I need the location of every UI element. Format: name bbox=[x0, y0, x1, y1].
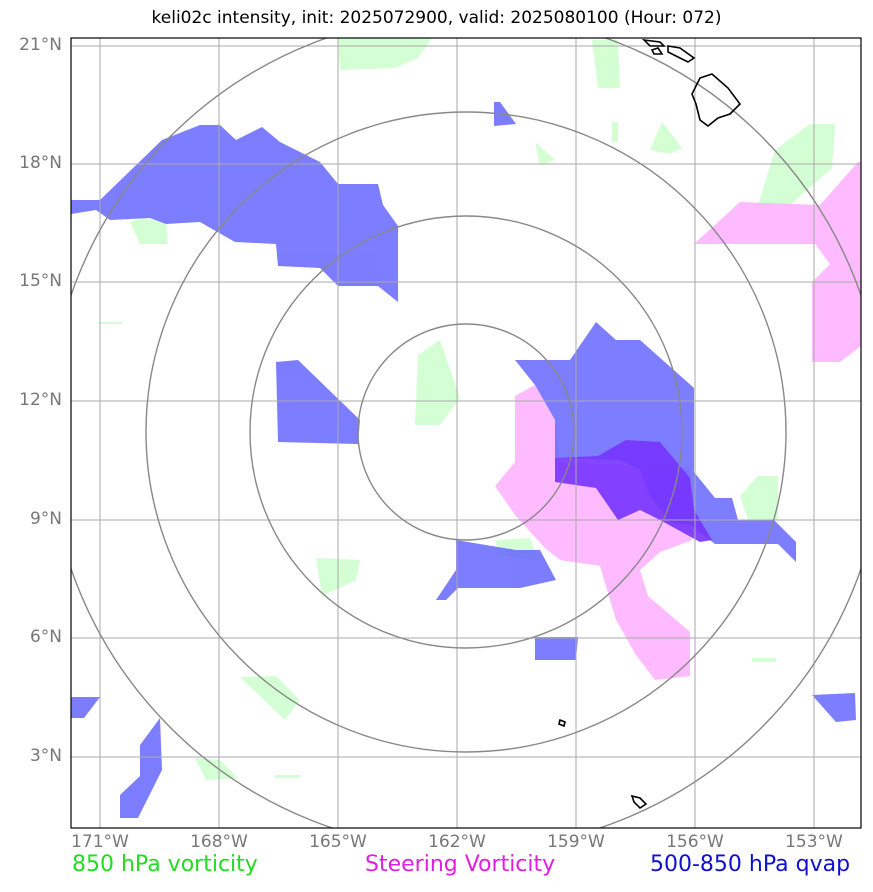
vorticity-850-fields bbox=[98, 38, 835, 780]
legend-steering-vorticity: Steering Vorticity bbox=[365, 852, 556, 877]
lat-label: 15°N bbox=[19, 271, 62, 291]
map-frame bbox=[70, 37, 862, 829]
lon-label: 162°W bbox=[428, 832, 486, 852]
lon-label: 168°W bbox=[190, 832, 248, 852]
lat-label: 21°N bbox=[19, 35, 62, 55]
map-title: keli02c intensity, init: 2025072900, val… bbox=[151, 8, 722, 28]
legend-qvap: 500-850 hPa qvap bbox=[650, 852, 851, 877]
graticule bbox=[71, 38, 861, 828]
lon-label: 165°W bbox=[309, 832, 367, 852]
lat-label: 3°N bbox=[29, 746, 62, 766]
lon-label: 171°W bbox=[71, 832, 129, 852]
lon-label: 156°W bbox=[666, 832, 724, 852]
lat-label: 18°N bbox=[19, 153, 62, 173]
lat-label: 9°N bbox=[29, 509, 62, 529]
coastlines bbox=[558, 38, 742, 810]
lat-label: 6°N bbox=[29, 627, 62, 647]
lon-label: 159°W bbox=[547, 832, 605, 852]
range-rings bbox=[71, 38, 861, 828]
overlap-field bbox=[555, 440, 712, 542]
lat-label: 12°N bbox=[19, 390, 62, 410]
lon-label: 153°W bbox=[785, 832, 843, 852]
steering-vorticity-fields bbox=[495, 162, 861, 680]
legend-850-vorticity: 850 hPa vorticity bbox=[72, 852, 258, 877]
